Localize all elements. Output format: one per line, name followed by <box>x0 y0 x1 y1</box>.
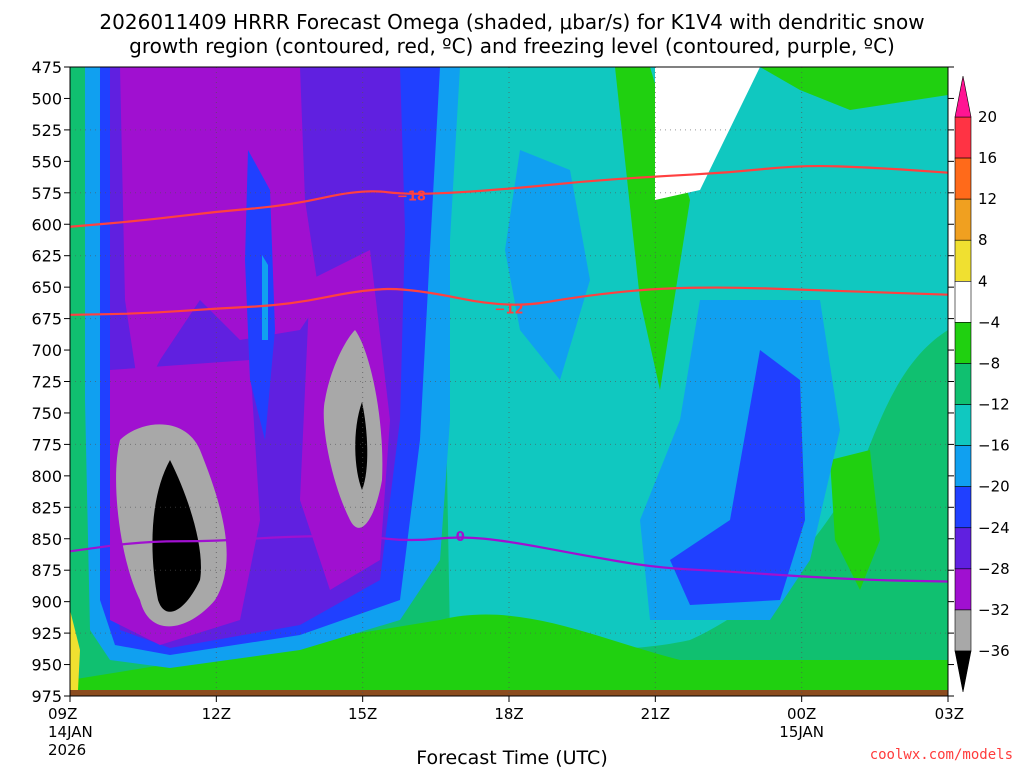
omega-core-black-left <box>152 460 201 612</box>
chart-title-line2: growth region (contoured, red, ºC) and f… <box>129 34 895 58</box>
colorbar-label: −36 <box>978 642 1010 660</box>
omega-band-blue-finger <box>245 150 275 440</box>
omega-band-blue-right <box>670 350 805 605</box>
y-tick-label: 800 <box>31 467 62 486</box>
y-tick-label: 925 <box>31 624 62 643</box>
colorbar-label: −24 <box>978 519 1010 537</box>
omega-band-yellow <box>70 610 80 690</box>
y-tick-label: 900 <box>31 593 62 612</box>
y-axis: 475 500 525 550 575 600 625 650 675 700 725 750 775 8… <box>31 58 954 706</box>
omega-band-lightblue-finger <box>262 255 268 340</box>
colorbar: 20 16 12 8 4 −4 −8 −12 −16 −20 −24 −28 −32 −36 <box>954 75 1010 693</box>
x-tick-label: 15Z <box>348 705 377 723</box>
y-tick-label: 775 <box>31 435 62 454</box>
x-tick-label: 03Z <box>935 705 964 723</box>
omega-band-lightgreen-b <box>760 67 948 110</box>
colorbar-label: −32 <box>978 601 1010 619</box>
y-tick-label: 525 <box>31 121 62 140</box>
omega-band-lightblue-a <box>505 150 590 380</box>
credit-text: coolwx.com/models <box>870 747 1013 763</box>
colorbar-swatch <box>954 363 972 405</box>
colorbar-swatch <box>954 239 972 282</box>
x-tick-date: 15JAN <box>779 723 824 741</box>
y-tick-label: 675 <box>31 310 62 329</box>
colorbar-label: −20 <box>978 478 1010 496</box>
omega-shading <box>70 67 948 696</box>
y-tick-label: 975 <box>31 687 62 706</box>
colorbar-label: 12 <box>978 190 997 208</box>
x-tick-label: 21Z <box>641 705 670 723</box>
colorbar-label: −28 <box>978 560 1010 578</box>
x-tick-label: 00Z <box>787 705 816 723</box>
y-tick-label: 850 <box>31 530 62 549</box>
y-tick-label: 550 <box>31 152 62 171</box>
colorbar-bottom-arrow <box>954 650 972 693</box>
colorbar-swatch <box>954 322 972 364</box>
colorbar-label: 4 <box>978 272 988 290</box>
colorbar-swatch <box>954 445 972 487</box>
contour-label: −12 <box>495 303 524 318</box>
y-tick-label: 475 <box>31 58 62 77</box>
contour-lines: −18 −12 0 <box>70 164 948 583</box>
contour-label: −18 <box>397 189 426 204</box>
contour-line-2 <box>70 535 948 583</box>
y-tick-label: 825 <box>31 498 62 517</box>
colorbar-swatch <box>954 609 972 652</box>
colorbar-swatch <box>954 157 972 200</box>
colorbar-label: 20 <box>978 108 997 126</box>
colorbar-swatch <box>954 527 972 570</box>
colorbar-swatch <box>954 116 972 159</box>
colorbar-label: −8 <box>978 354 1000 372</box>
y-tick-label: 875 <box>31 561 62 580</box>
colorbar-top-arrow <box>954 75 972 118</box>
colorbar-swatch <box>954 404 972 446</box>
y-tick-label: 650 <box>31 278 62 297</box>
x-tick-label: 12Z <box>202 705 231 723</box>
x-tick-label: 09Z <box>48 705 77 723</box>
y-tick-label: 600 <box>31 215 62 234</box>
colorbar-label: −12 <box>978 396 1010 414</box>
contour-line-1 <box>70 286 948 316</box>
omega-core-gray-mid <box>323 330 383 528</box>
omega-core-black-mid <box>355 402 368 490</box>
y-tick-label: 750 <box>31 404 62 423</box>
y-tick-label: 575 <box>31 184 62 203</box>
y-tick-label: 700 <box>31 341 62 360</box>
omega-band-lightgreen-bottom <box>70 614 948 696</box>
colorbar-label: −16 <box>978 437 1010 455</box>
colorbar-swatch <box>954 198 972 241</box>
y-tick-label: 950 <box>31 656 62 675</box>
y-tick-label: 500 <box>31 89 62 108</box>
colorbar-swatch <box>954 568 972 611</box>
contour-line-0 <box>70 164 948 228</box>
colorbar-label: −4 <box>978 313 1000 331</box>
colorbar-label: 16 <box>978 149 997 167</box>
colorbar-label: 8 <box>978 231 988 249</box>
x-axis-label: Forecast Time (UTC) <box>416 747 607 768</box>
omega-band-white <box>655 67 760 200</box>
omega-band-lightgreen-c <box>830 450 880 590</box>
chart-title-line1: 2026011409 HRRR Forecast Omega (shaded, … <box>99 10 924 34</box>
y-tick-label: 625 <box>31 247 62 266</box>
y-tick-label: 725 <box>31 373 62 392</box>
colorbar-swatch <box>954 486 972 529</box>
contour-label: 0 <box>456 530 465 545</box>
x-tick-date: 14JAN <box>48 723 93 741</box>
x-tick-label: 18Z <box>494 705 523 723</box>
x-tick-year: 2026 <box>48 741 86 759</box>
colorbar-swatch <box>954 281 972 323</box>
